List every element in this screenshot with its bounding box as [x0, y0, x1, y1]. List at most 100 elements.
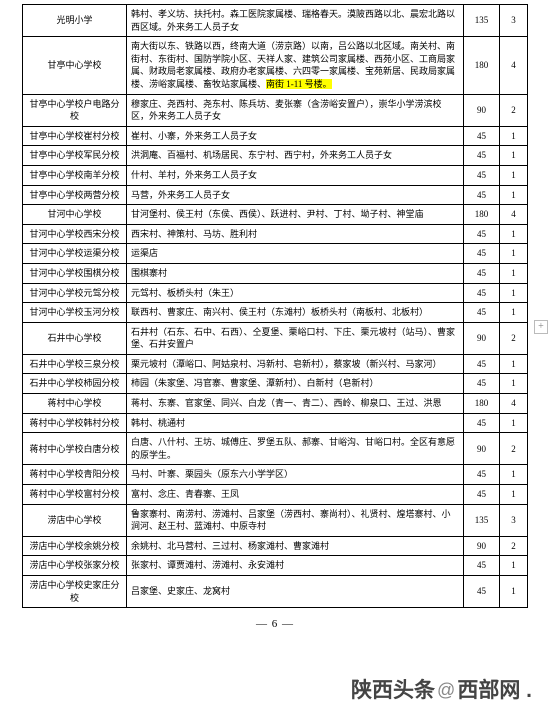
- table-row: 蒋村中心学校蒋村、东寨、官家堡、同兴、白龙（青一、青二）、西岭、柳泉口、王过、洪…: [23, 394, 528, 414]
- table-row: 甘亭中心学校南羊分校什村、羊村，外来务工人员子女451: [23, 165, 528, 185]
- area-text: 马村、叶寨、栗园头（原东六小学学区）: [131, 469, 293, 479]
- classes: 1: [500, 283, 528, 303]
- area-text: 运渠店: [131, 248, 158, 258]
- area-text: 元驾村、板桥头村（朱王）: [131, 288, 239, 298]
- area-description: 马村、叶寨、栗园头（原东六小学学区）: [127, 465, 464, 485]
- classes: 1: [500, 146, 528, 166]
- classes: 4: [500, 37, 528, 94]
- capacity: 180: [464, 394, 500, 414]
- capacity: 45: [464, 556, 500, 576]
- capacity: 45: [464, 244, 500, 264]
- enrollment-table: 光明小学韩村、孝义坊、扶托村。森工医院家属楼、瑞格春天。漠陂西路以北、晨宏北路以…: [22, 4, 528, 608]
- area-text: 西宋村、神策村、马坊、胜利村: [131, 229, 257, 239]
- highlighted-text: 南街 1-11 号楼。: [266, 79, 332, 89]
- area-text: 甘河堡村、侯王村（东侯、西侯）、跃进村、尹村、丁村、坳子村、神堂庙: [131, 209, 424, 219]
- area-description: 洪洞庵、百福村、机场居民、东宁村、西宁村，外来务工人员子女: [127, 146, 464, 166]
- classes: 1: [500, 576, 528, 608]
- area-text: 张家村、谭贾滩村、涝滩村、永安滩村: [131, 560, 284, 570]
- area-text: 白唐、八什村、王坊、城傅庄、罗堡五队、郝寨、甘峪沟、甘峪口村。全区有意愿的原学生…: [131, 437, 455, 460]
- classes: 3: [500, 504, 528, 536]
- table-row: 涝店中心学校余姚分校余姚村、北马营村、三过村、杨家滩村、曹家滩村902: [23, 536, 528, 556]
- area-description: 张家村、谭贾滩村、涝滩村、永安滩村: [127, 556, 464, 576]
- classes: 1: [500, 263, 528, 283]
- school-name: 蒋村中心学校: [23, 394, 127, 414]
- area-text: 围棋寨村: [131, 268, 167, 278]
- area-description: 联西村、曹家庄、南兴村、侯王村（东滩村）板桥头村（南板村、北板村）: [127, 303, 464, 323]
- at-icon: @: [437, 680, 455, 700]
- table-row: 甘亭中心学校军民分校洪洞庵、百福村、机场居民、东宁村、西宁村，外来务工人员子女 4…: [23, 146, 528, 166]
- area-description: 鲁家寨村、南涝村、涝滩村、吕家堡（涝西村、寨尚村）、礼贤村、煌塔寨村、小涧河、赵…: [127, 504, 464, 536]
- classes: 4: [500, 205, 528, 225]
- classes: 1: [500, 185, 528, 205]
- school-name: 甘河中心学校运渠分校: [23, 244, 127, 264]
- plus-icon[interactable]: +: [534, 320, 548, 334]
- area-description: 蒋村、东寨、官家堡、同兴、白龙（青一、青二）、西岭、柳泉口、王过、洪恩: [127, 394, 464, 414]
- area-description: 白唐、八什村、王坊、城傅庄、罗堡五队、郝寨、甘峪沟、甘峪口村。全区有意愿的原学生…: [127, 433, 464, 465]
- area-text: 韩村、孝义坊、扶托村。森工医院家属楼、瑞格春天。漠陂西路以北、晨宏北路以西区域。…: [131, 9, 455, 32]
- school-name: 甘亭中心学校军民分校: [23, 146, 127, 166]
- school-name: 蒋村中心学校富村分校: [23, 485, 127, 505]
- table-row: 甘河中心学校玉河分校联西村、曹家庄、南兴村、侯王村（东滩村）板桥头村（南板村、北…: [23, 303, 528, 323]
- table-row: 甘亭中心学校南大街以东、铁路以西，终南大道（涝京路）以南，吕公路以北区域。南关村…: [23, 37, 528, 94]
- area-description: 穆家庄、尧西村、尧东村、陈兵坊、麦张寨（含涝峪安置户），崇华小学涝滨校区，外来务…: [127, 94, 464, 126]
- area-text: 富村、念庄、青春寨、王凤: [131, 489, 239, 499]
- table-row: 甘河中心学校运渠分校运渠店451: [23, 244, 528, 264]
- table-row: 涝店中心学校鲁家寨村、南涝村、涝滩村、吕家堡（涝西村、寨尚村）、礼贤村、煌塔寨村…: [23, 504, 528, 536]
- capacity: 45: [464, 374, 500, 394]
- capacity: 45: [464, 185, 500, 205]
- area-text: 柿园（朱家堡、冯官寨、曹家堡、潭新村）、白新村（皂新村）: [131, 378, 379, 388]
- capacity: 90: [464, 322, 500, 354]
- classes: 2: [500, 433, 528, 465]
- area-description: 马营，外来务工人员子女: [127, 185, 464, 205]
- table-row: 石井中心学校石井村（石东、石中、石西）、仝夏堡、栗峪口村、下庄、栗元坡村（站马）…: [23, 322, 528, 354]
- classes: 4: [500, 394, 528, 414]
- school-name: 石井中心学校三泉分校: [23, 354, 127, 374]
- area-text: 洪洞庵、百福村、机场居民、东宁村、西宁村，外来务工人员子女: [131, 150, 392, 160]
- table-row: 蒋村中心学校青阳分校马村、叶寨、栗园头（原东六小学学区）451: [23, 465, 528, 485]
- table-row: 光明小学韩村、孝义坊、扶托村。森工医院家属楼、瑞格春天。漠陂西路以北、晨宏北路以…: [23, 5, 528, 37]
- area-description: 西宋村、神策村、马坊、胜利村: [127, 224, 464, 244]
- classes: 1: [500, 303, 528, 323]
- school-name: 甘亭中心学校户电路分校: [23, 94, 127, 126]
- table-row: 蒋村中心学校韩村分校韩村、桃通村451: [23, 413, 528, 433]
- school-name: 光明小学: [23, 5, 127, 37]
- capacity: 45: [464, 413, 500, 433]
- capacity: 45: [464, 126, 500, 146]
- document-page: 光明小学韩村、孝义坊、扶托村。森工医院家属楼、瑞格春天。漠陂西路以北、晨宏北路以…: [0, 0, 550, 630]
- classes: 1: [500, 165, 528, 185]
- area-text: 栗元坡村（潭峪口、阿姑泉村、冯新村、皂新村），蔡家坡（新兴村、马家河）: [131, 359, 442, 369]
- school-name: 甘河中心学校围棋分校: [23, 263, 127, 283]
- table-row: 甘亭中心学校户电路分校穆家庄、尧西村、尧东村、陈兵坊、麦张寨（含涝峪安置户），崇…: [23, 94, 528, 126]
- classes: 1: [500, 413, 528, 433]
- area-text: 余姚村、北马营村、三过村、杨家滩村、曹家滩村: [131, 541, 329, 551]
- school-name: 石井中心学校柿园分校: [23, 374, 127, 394]
- area-description: 南大街以东、铁路以西，终南大道（涝京路）以南，吕公路以北区域。南关村、南街村、东…: [127, 37, 464, 94]
- area-description: 柿园（朱家堡、冯官寨、曹家堡、潭新村）、白新村（皂新村）: [127, 374, 464, 394]
- capacity: 45: [464, 354, 500, 374]
- capacity: 45: [464, 165, 500, 185]
- area-description: 余姚村、北马营村、三过村、杨家滩村、曹家滩村: [127, 536, 464, 556]
- table-row: 甘河中心学校元驾分校元驾村、板桥头村（朱王） 451: [23, 283, 528, 303]
- capacity: 135: [464, 504, 500, 536]
- area-description: 元驾村、板桥头村（朱王）: [127, 283, 464, 303]
- area-text: 穆家庄、尧西村、尧东村、陈兵坊、麦张寨（含涝峪安置户），崇华小学涝滨校区，外来务…: [131, 99, 442, 122]
- page-number: — 6 —: [22, 618, 528, 630]
- capacity: 180: [464, 37, 500, 94]
- capacity: 45: [464, 485, 500, 505]
- school-name: 甘河中心学校元驾分校: [23, 283, 127, 303]
- school-name: 涝店中心学校张家分校: [23, 556, 127, 576]
- classes: 1: [500, 224, 528, 244]
- school-name: 石井中心学校: [23, 322, 127, 354]
- school-name: 甘亭中心学校南羊分校: [23, 165, 127, 185]
- school-name: 甘亭中心学校两营分校: [23, 185, 127, 205]
- capacity: 45: [464, 283, 500, 303]
- classes: 3: [500, 5, 528, 37]
- area-description: 什村、羊村，外来务工人员子女: [127, 165, 464, 185]
- watermark: 陕西头条@西部网 .: [351, 674, 532, 704]
- school-name: 蒋村中心学校韩村分校: [23, 413, 127, 433]
- capacity: 45: [464, 303, 500, 323]
- area-description: 栗元坡村（潭峪口、阿姑泉村、冯新村、皂新村），蔡家坡（新兴村、马家河）: [127, 354, 464, 374]
- area-text: 马营，外来务工人员子女: [131, 190, 230, 200]
- capacity: 45: [464, 146, 500, 166]
- capacity: 90: [464, 536, 500, 556]
